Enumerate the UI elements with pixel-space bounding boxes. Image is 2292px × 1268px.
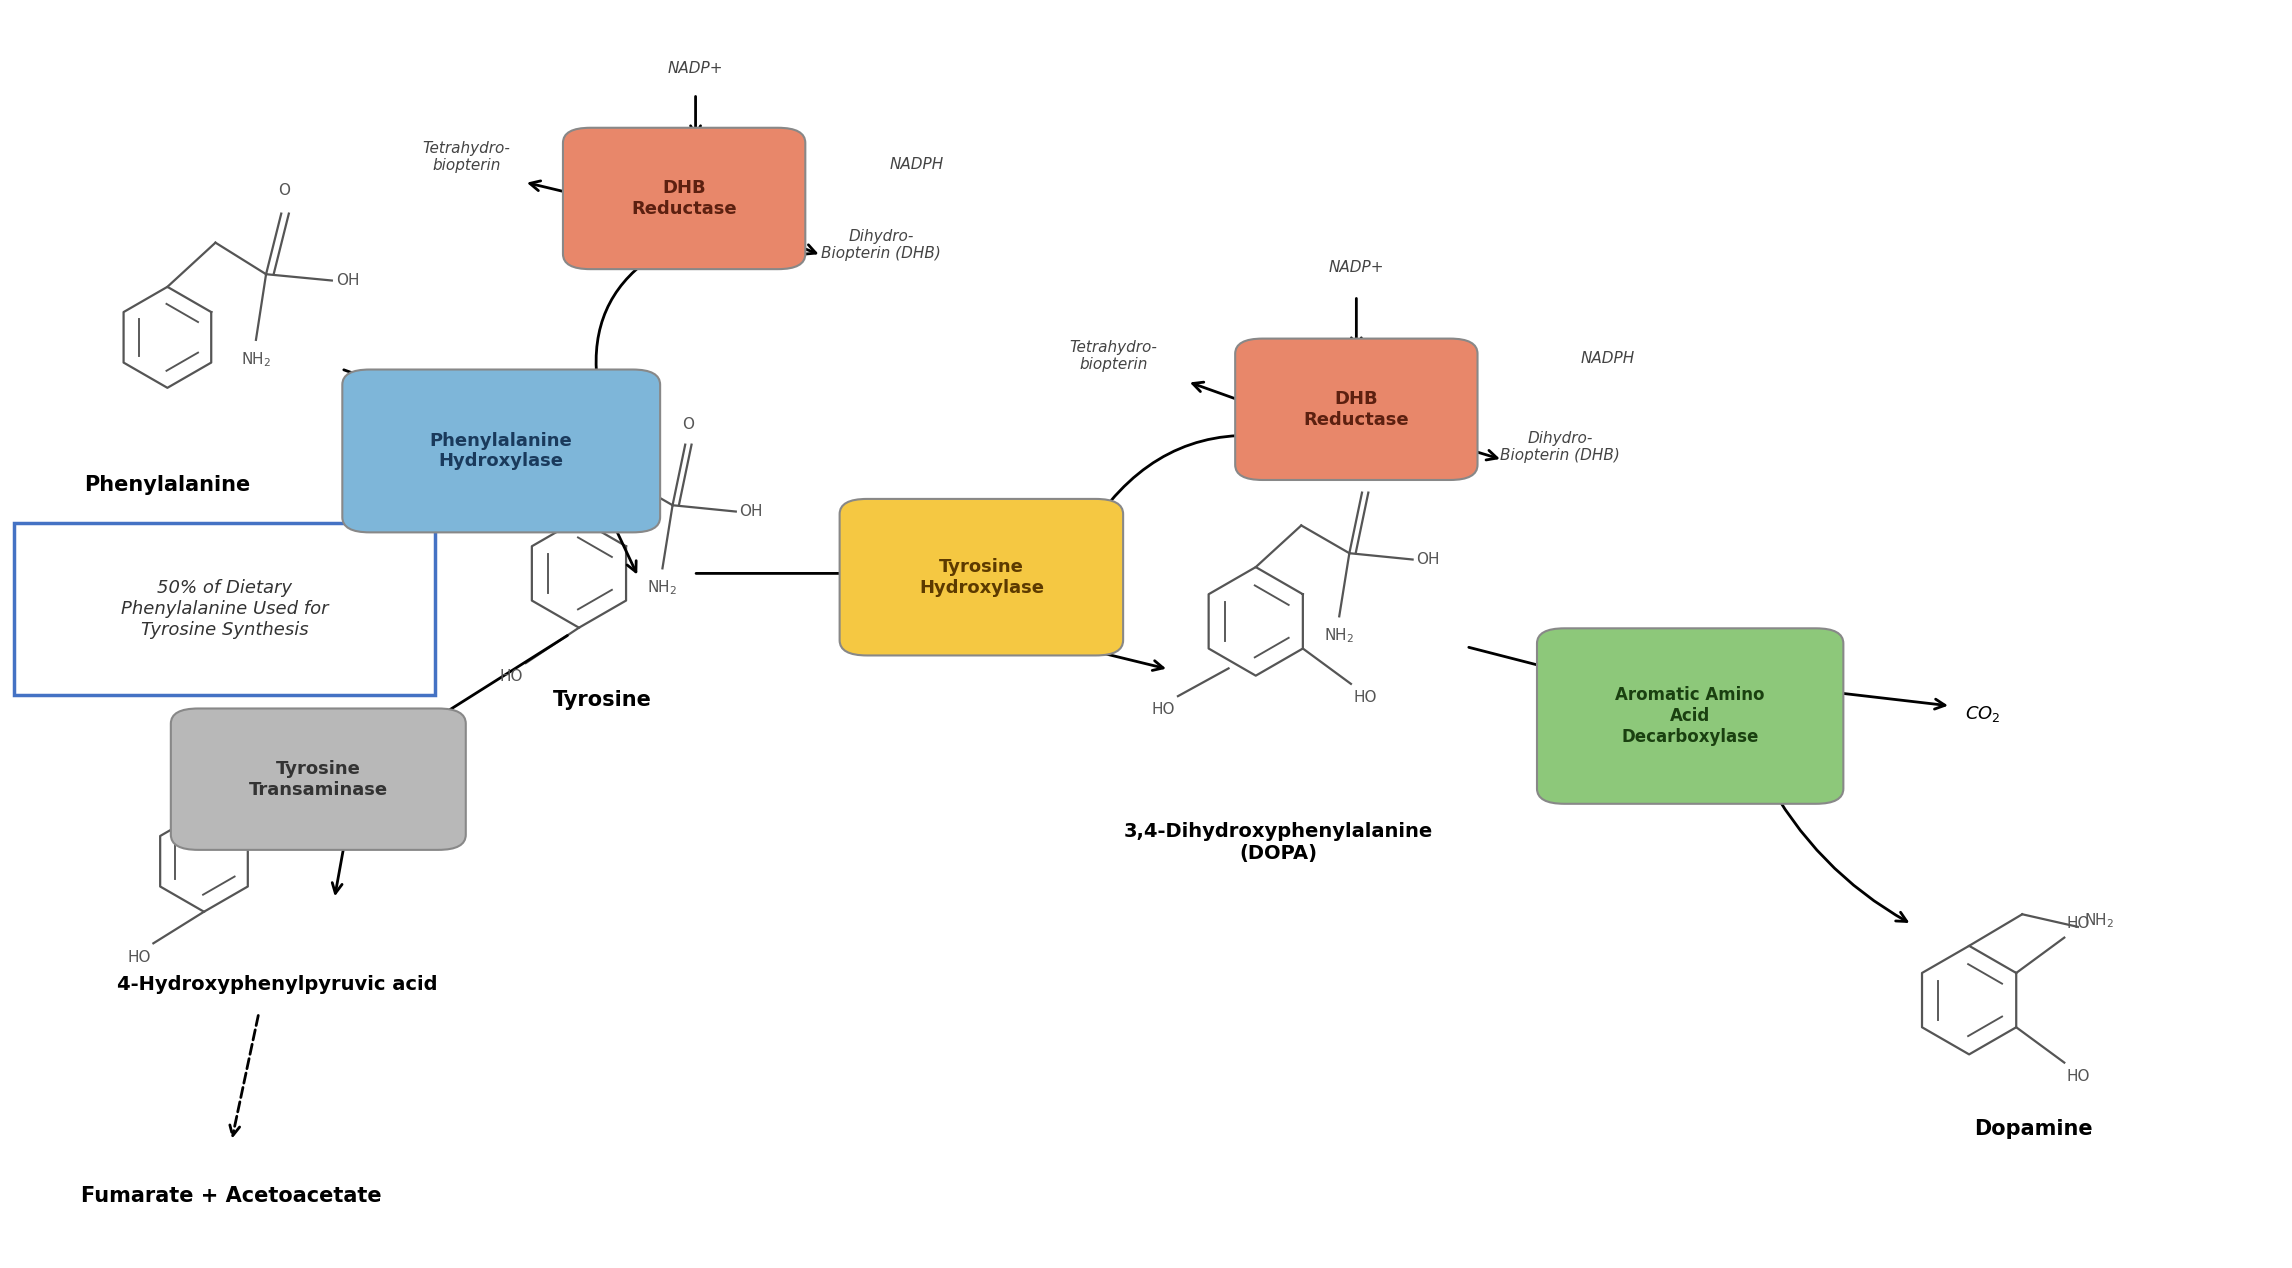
Text: Dihydro-
Biopterin (DHB): Dihydro- Biopterin (DHB) [821,230,942,261]
Text: Phenylalanine
Hydroxylase: Phenylalanine Hydroxylase [431,431,573,470]
Text: OH: OH [740,505,763,519]
FancyBboxPatch shape [564,128,804,269]
Text: NADP+: NADP+ [667,61,724,76]
Text: HO: HO [2067,1069,2090,1084]
Text: DHB
Reductase: DHB Reductase [1304,389,1410,429]
Text: O: O [681,417,694,432]
Text: DHB
Reductase: DHB Reductase [630,179,738,218]
FancyBboxPatch shape [1235,339,1478,481]
FancyBboxPatch shape [839,498,1123,656]
Text: Aromatic Amino
Acid
Decarboxylase: Aromatic Amino Acid Decarboxylase [1616,686,1765,746]
Text: Tetrahydro-
biopterin: Tetrahydro- biopterin [422,141,511,172]
Text: NH$_2$: NH$_2$ [2083,912,2116,929]
FancyBboxPatch shape [172,709,465,850]
Text: NH$_2$: NH$_2$ [646,578,678,597]
Text: NADP+: NADP+ [1329,260,1384,275]
Text: 3,4-Dihydroxyphenylalanine
(DOPA): 3,4-Dihydroxyphenylalanine (DOPA) [1123,822,1432,862]
Text: Tyrosine
Hydroxylase: Tyrosine Hydroxylase [919,558,1043,596]
Text: OH: OH [335,273,360,288]
Text: OH: OH [1416,552,1439,567]
Text: HO: HO [1153,702,1176,718]
Text: OH: OH [360,799,383,814]
Text: HO: HO [500,670,523,685]
FancyBboxPatch shape [1538,629,1843,804]
Text: $\mathit{CO_2}$: $\mathit{CO_2}$ [1964,704,2001,724]
Text: NH$_2$: NH$_2$ [241,350,270,369]
Text: 50% of Dietary
Phenylalanine Used for
Tyrosine Synthesis: 50% of Dietary Phenylalanine Used for Ty… [121,579,328,639]
Text: NH$_2$: NH$_2$ [1325,626,1355,645]
Text: Tetrahydro-
biopterin: Tetrahydro- biopterin [1070,340,1157,373]
Text: Tyrosine: Tyrosine [552,690,651,710]
Text: Fumarate + Acetoacetate: Fumarate + Acetoacetate [80,1186,383,1206]
FancyBboxPatch shape [14,522,435,695]
Text: NADPH: NADPH [889,157,944,172]
Text: HO: HO [128,950,151,965]
Text: Dihydro-
Biopterin (DHB): Dihydro- Biopterin (DHB) [1501,431,1620,463]
Text: HO: HO [1355,690,1377,705]
Text: O: O [277,184,289,199]
Text: Dopamine: Dopamine [1973,1118,2093,1139]
Text: Tyrosine
Transaminase: Tyrosine Transaminase [250,760,387,799]
Text: 4-Hydroxyphenylpyruvic acid: 4-Hydroxyphenylpyruvic acid [117,975,438,994]
Text: O: O [293,713,305,728]
FancyBboxPatch shape [342,369,660,533]
Text: Phenylalanine: Phenylalanine [85,476,250,495]
Text: NADPH: NADPH [1581,351,1634,366]
Text: HO: HO [2067,917,2090,931]
Text: O: O [1359,465,1371,481]
